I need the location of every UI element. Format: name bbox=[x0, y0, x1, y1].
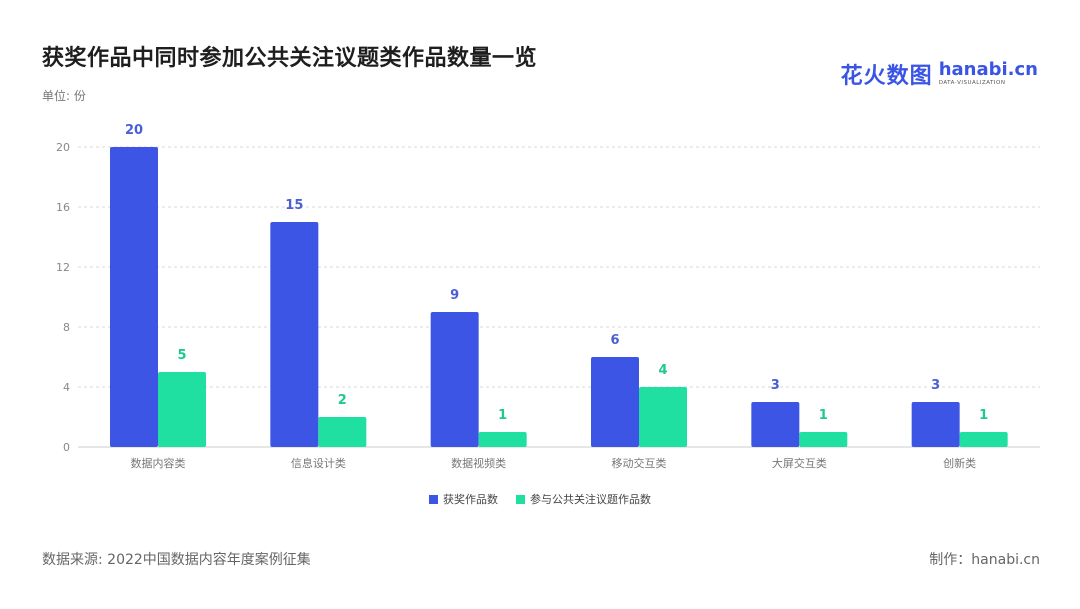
logo-cn-text: 花火数图 bbox=[840, 64, 933, 89]
data-label: 1 bbox=[979, 408, 988, 423]
data-source: 数据来源: 2022中国数据内容年度案例征集 bbox=[42, 552, 311, 568]
y-tick-label: 8 bbox=[63, 321, 70, 334]
data-label: 2 bbox=[338, 393, 347, 408]
data-label: 6 bbox=[610, 333, 619, 348]
x-tick-label: 大屏交互类 bbox=[772, 456, 827, 470]
brand-logo: 花火数图 hanabi.cn DATA·VISUALIZATION bbox=[841, 58, 1038, 90]
bar bbox=[478, 432, 527, 447]
bar bbox=[639, 387, 687, 447]
bar bbox=[751, 402, 800, 447]
legend-item-series-2: 参与公共关注议题作品数 bbox=[516, 491, 651, 507]
legend-item-series-1: 获奖作品数 bbox=[429, 491, 498, 507]
x-tick-label: 信息设计类 bbox=[291, 456, 346, 470]
data-label: 4 bbox=[658, 363, 667, 378]
bar bbox=[110, 147, 158, 447]
bar bbox=[318, 417, 367, 447]
y-tick-label: 12 bbox=[56, 261, 70, 274]
legend-swatch-series-2 bbox=[516, 494, 525, 504]
logo-en-block: hanabi.cn DATA·VISUALIZATION bbox=[939, 61, 1038, 87]
data-label: 1 bbox=[498, 408, 507, 423]
unit-label: 单位: 份 bbox=[42, 89, 86, 103]
chart-title: 获奖作品中同时参加公共关注议题类作品数量一览 bbox=[42, 46, 538, 71]
bar bbox=[158, 372, 206, 447]
data-label: 3 bbox=[771, 378, 780, 393]
data-label: 5 bbox=[177, 348, 186, 363]
data-label: 20 bbox=[125, 123, 143, 138]
data-label: 1 bbox=[819, 408, 828, 423]
data-label: 15 bbox=[285, 198, 303, 213]
logo-en-sub: DATA·VISUALIZATION bbox=[938, 80, 1006, 87]
y-tick-label: 20 bbox=[56, 141, 70, 154]
logo-en-text: hanabi.cn bbox=[938, 59, 1038, 81]
y-tick-label: 16 bbox=[56, 201, 70, 214]
y-tick-label: 4 bbox=[63, 381, 70, 394]
bar bbox=[591, 357, 639, 447]
x-tick-label: 数据视频类 bbox=[451, 456, 506, 470]
bar bbox=[959, 432, 1008, 447]
y-tick-label: 0 bbox=[63, 441, 70, 454]
bar bbox=[270, 222, 319, 447]
legend-label-series-2: 参与公共关注议题作品数 bbox=[530, 493, 651, 506]
credit: 制作：hanabi.cn bbox=[929, 552, 1040, 568]
bar bbox=[911, 402, 960, 447]
legend-swatch-series-1 bbox=[429, 494, 438, 504]
data-label: 9 bbox=[450, 288, 459, 303]
bar bbox=[799, 432, 848, 447]
x-tick-label: 创新类 bbox=[943, 456, 976, 470]
bar bbox=[430, 312, 479, 447]
data-label: 3 bbox=[931, 378, 940, 393]
legend-label-series-1: 获奖作品数 bbox=[443, 493, 498, 506]
legend: 获奖作品数 参与公共关注议题作品数 bbox=[0, 491, 1080, 507]
x-tick-label: 数据内容类 bbox=[131, 456, 186, 470]
x-tick-label: 移动交互类 bbox=[612, 456, 667, 470]
